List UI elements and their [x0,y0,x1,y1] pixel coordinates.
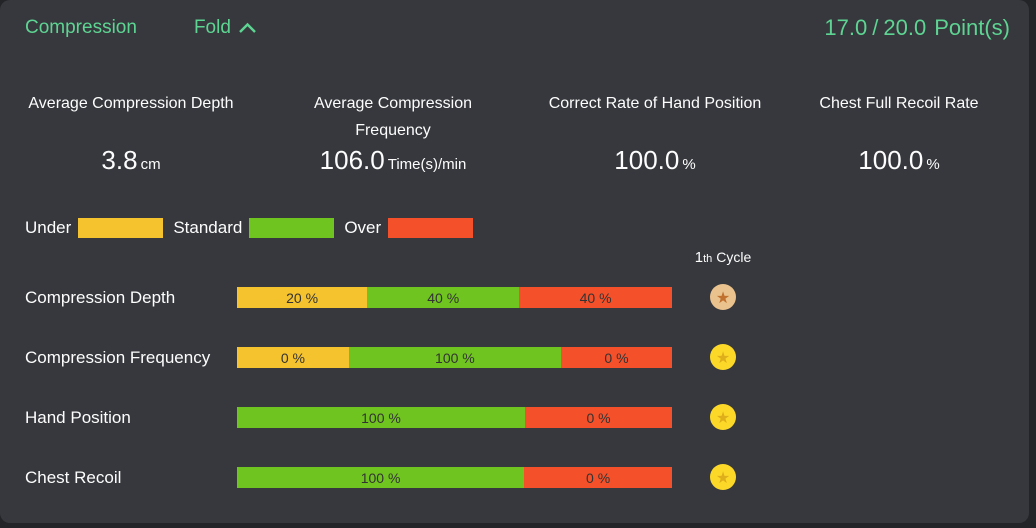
bar-segment-over: 40 % [519,287,672,308]
legend-label-under: Under [25,218,72,237]
score-value: 17.0 [824,15,868,40]
stat-value: 3.8 cm [101,145,160,176]
cycle-word: Cycle [716,249,752,265]
panel-title: Compression [25,17,137,38]
stat-value-number: 100.0 [614,145,680,175]
stat-title: Chest Full Recoil Rate [819,95,979,112]
stat-title: Average Compression Frequency [313,95,472,139]
gold-medal-icon: ★ [710,464,736,490]
legend-label-over: Over [344,218,382,237]
legend-swatch-under [78,218,164,238]
metric-row: Compression Depth 20 % 40 % 40 % ★ [0,284,760,310]
stacked-bar: 0 % 100 % 0 % [237,347,673,368]
bar-segment-standard: 100 % [348,347,561,368]
gold-medal-icon: ★ [710,344,736,370]
gold-medal-icon: ★ [710,404,736,430]
stacked-bar: 20 % 40 % 40 % [237,287,672,308]
bar-segment-standard: 100 % [237,467,525,488]
stat-value-unit: cm [140,156,161,173]
row-label: Compression Frequency [25,348,211,367]
metric-row: Compression Frequency 0 % 100 % 0 % ★ [0,344,760,370]
legend-swatch-standard [249,218,335,238]
bronze-medal-icon: ★ [710,284,736,310]
stat-value-unit: Time(s)/min [387,156,467,173]
stat-3: Chest Full Recoil Rate 100.0% [786,90,1012,176]
score-total: 20.0 [883,15,927,40]
cycle-ordinal: th [703,253,713,265]
bar-segment-over: 0 % [560,347,673,368]
stat-2: Correct Rate of Hand Position 100.0% [524,90,786,176]
stacked-bar: 100 % 0 % [237,467,672,488]
stat-0: Average Compression Depth 3.8 cm [0,90,262,176]
row-label: Hand Position [25,408,131,427]
bar-segment-over: 0 % [524,467,672,488]
stat-value-unit: % [926,156,940,173]
stat-title: Average Compression Depth [28,95,234,112]
fold-button-label: Fold [193,17,231,38]
stats-row: Average Compression Depth 3.8 cm Average Co… [0,90,1012,176]
legend-label-standard: Standard [173,218,243,237]
bar-segment-under: 20 % [237,287,368,308]
score-separator: / [872,15,879,40]
star-icon: ★ [715,407,731,427]
stat-value: 100.0% [858,145,939,176]
bar-segment-standard: 100 % [237,407,525,428]
metric-row: Chest Recoil 100 % 0 % ★ [0,464,760,490]
bar-segment-under: 0 % [237,347,349,368]
cycle-number: 1 [694,249,704,266]
row-label: Compression Depth [25,288,176,307]
bar-segment-standard: 40 % [367,287,520,308]
fold-button[interactable]: Fold [194,17,257,39]
row-label: Chest Recoil [25,468,122,487]
stat-value-unit: % [682,156,696,173]
legend: Under Standard Over [25,217,483,239]
score-unit: Point(s) [934,15,1010,40]
stat-value: 106.0 Time(s)/min [320,145,467,176]
panel-header: Compression Fold 17.0 / 20.0 Point(s) [25,13,1010,43]
stat-value-number: 3.8 [101,145,138,175]
legend-swatch-over [388,218,474,238]
score-display: 17.0 / 20.0 Point(s) [824,15,1010,41]
stacked-bar: 100 % 0 % [237,407,672,428]
star-icon: ★ [715,287,731,307]
stat-value-number: 106.0 [319,145,385,175]
stat-value: 100.0% [614,145,695,176]
star-icon: ★ [715,347,731,367]
chevron-up-icon [239,22,256,33]
cycle-header: 1th Cycle [673,249,773,266]
stat-1: Average Compression Frequency 106.0 Time(s… [262,90,524,176]
bar-segment-over: 0 % [525,407,672,428]
stat-value-number: 100.0 [858,145,924,175]
star-icon: ★ [715,467,731,487]
stat-title: Correct Rate of Hand Position [548,95,762,112]
metric-row: Hand Position 100 % 0 % ★ [0,404,760,430]
